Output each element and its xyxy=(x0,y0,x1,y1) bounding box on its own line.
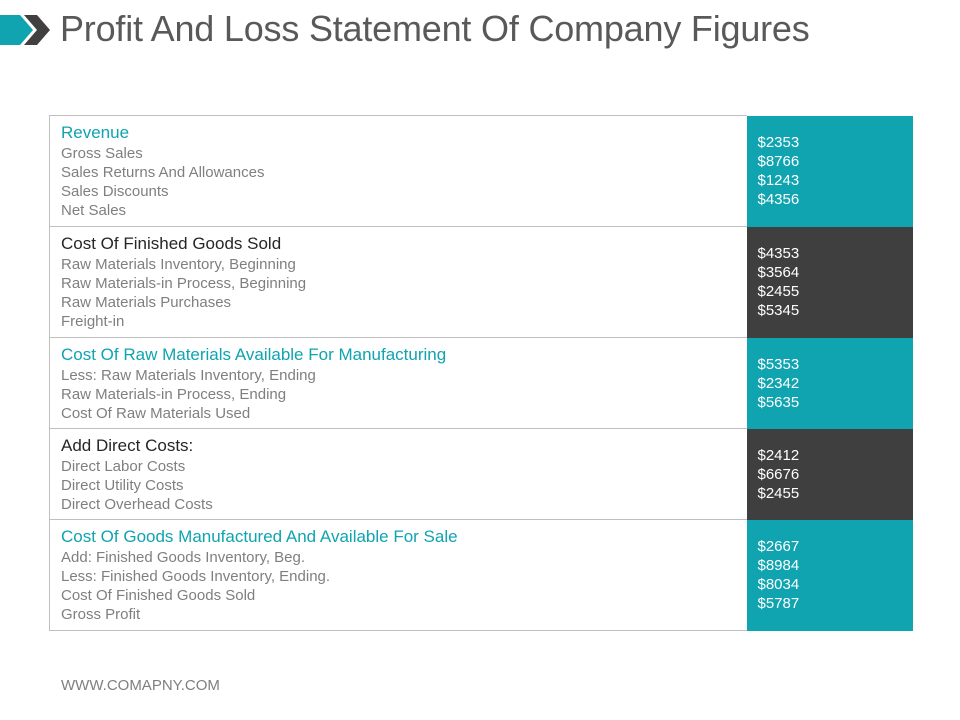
section-label-cell: Cost Of Goods Manufactured And Available… xyxy=(49,519,747,631)
line-item: Cost Of Finished Goods Sold xyxy=(61,587,256,604)
statement-table: Revenue Gross Sales Sales Returns And Al… xyxy=(49,115,913,631)
amount-value: $2455 xyxy=(757,283,800,300)
amount-value: $2455 xyxy=(757,484,800,502)
amount-value: $5345 xyxy=(757,302,800,319)
line-item: Gross Sales xyxy=(61,145,143,162)
section-label-cell: Cost Of Raw Materials Available For Manu… xyxy=(49,337,747,429)
section-row: Revenue Gross Sales Sales Returns And Al… xyxy=(49,115,913,227)
amount-value: $1243 xyxy=(757,172,800,189)
line-item: Less: Raw Materials Inventory, Ending xyxy=(61,367,316,384)
amount-value: $8034 xyxy=(757,576,800,593)
section-title: Cost Of Raw Materials Available For Manu… xyxy=(61,345,447,364)
section-row: Add Direct Costs: Direct Labor Costs Dir… xyxy=(49,428,913,520)
section-values-cell: $2412 $6676 $2455 xyxy=(746,428,913,520)
section-values-cell: $2353 $8766 $1243 $4356 xyxy=(746,115,913,227)
section-title: Cost Of Finished Goods Sold xyxy=(61,234,282,253)
section-label-cell: Cost Of Finished Goods Sold Raw Material… xyxy=(49,226,747,338)
line-item: Direct Overhead Costs xyxy=(61,496,213,513)
line-item: Raw Materials Purchases xyxy=(61,294,232,311)
amount-value: $6676 xyxy=(757,465,800,483)
chevron-arrows-icon xyxy=(0,15,50,45)
line-item: Direct Utility Costs xyxy=(61,477,184,494)
line-item: Sales Returns And Allowances xyxy=(61,164,265,181)
amount-value: $2353 xyxy=(757,134,800,151)
amount-value: $2667 xyxy=(757,538,800,555)
website-footer: WWW.COMAPNY.COM xyxy=(61,677,220,694)
section-title: Add Direct Costs: xyxy=(61,436,194,455)
section-values-cell: $2667 $8984 $8034 $5787 xyxy=(746,519,913,631)
section-label-cell: Add Direct Costs: Direct Labor Costs Dir… xyxy=(49,428,747,520)
line-item: Raw Materials-in Process, Ending xyxy=(61,386,287,403)
section-label-cell: Revenue Gross Sales Sales Returns And Al… xyxy=(49,115,747,227)
line-item: Raw Materials Inventory, Beginning xyxy=(61,256,296,273)
section-row: Cost Of Raw Materials Available For Manu… xyxy=(49,337,913,429)
amount-value: $3564 xyxy=(757,264,800,281)
amount-value: $5353 xyxy=(757,355,800,373)
line-item: Sales Discounts xyxy=(61,183,169,200)
line-item: Add: Finished Goods Inventory, Beg. xyxy=(61,549,306,566)
line-item: Cost Of Raw Materials Used xyxy=(61,405,251,422)
section-title: Cost Of Goods Manufactured And Available… xyxy=(61,527,458,546)
amount-value: $2412 xyxy=(757,446,800,464)
amount-value: $5635 xyxy=(757,393,800,411)
line-item: Less: Finished Goods Inventory, Ending. xyxy=(61,568,331,585)
page-title: Profit And Loss Statement Of Company Fig… xyxy=(60,8,810,49)
line-item: Freight-in xyxy=(61,313,125,330)
amount-value: $4356 xyxy=(757,191,800,208)
line-item: Net Sales xyxy=(61,202,127,219)
line-item: Direct Labor Costs xyxy=(61,458,186,475)
section-values-cell: $5353 $2342 $5635 xyxy=(746,337,913,429)
amount-value: $2342 xyxy=(757,374,800,392)
line-item: Gross Profit xyxy=(61,606,141,623)
section-row: Cost Of Finished Goods Sold Raw Material… xyxy=(49,226,913,338)
section-title: Revenue xyxy=(61,123,130,142)
section-values-cell: $4353 $3564 $2455 $5345 xyxy=(746,226,913,338)
amount-value: $8766 xyxy=(757,153,800,170)
amount-value: $4353 xyxy=(757,245,800,262)
section-row: Cost Of Goods Manufactured And Available… xyxy=(49,519,913,631)
amount-value: $5787 xyxy=(757,595,800,612)
line-item: Raw Materials-in Process, Beginning xyxy=(61,275,307,292)
amount-value: $8984 xyxy=(757,557,800,574)
